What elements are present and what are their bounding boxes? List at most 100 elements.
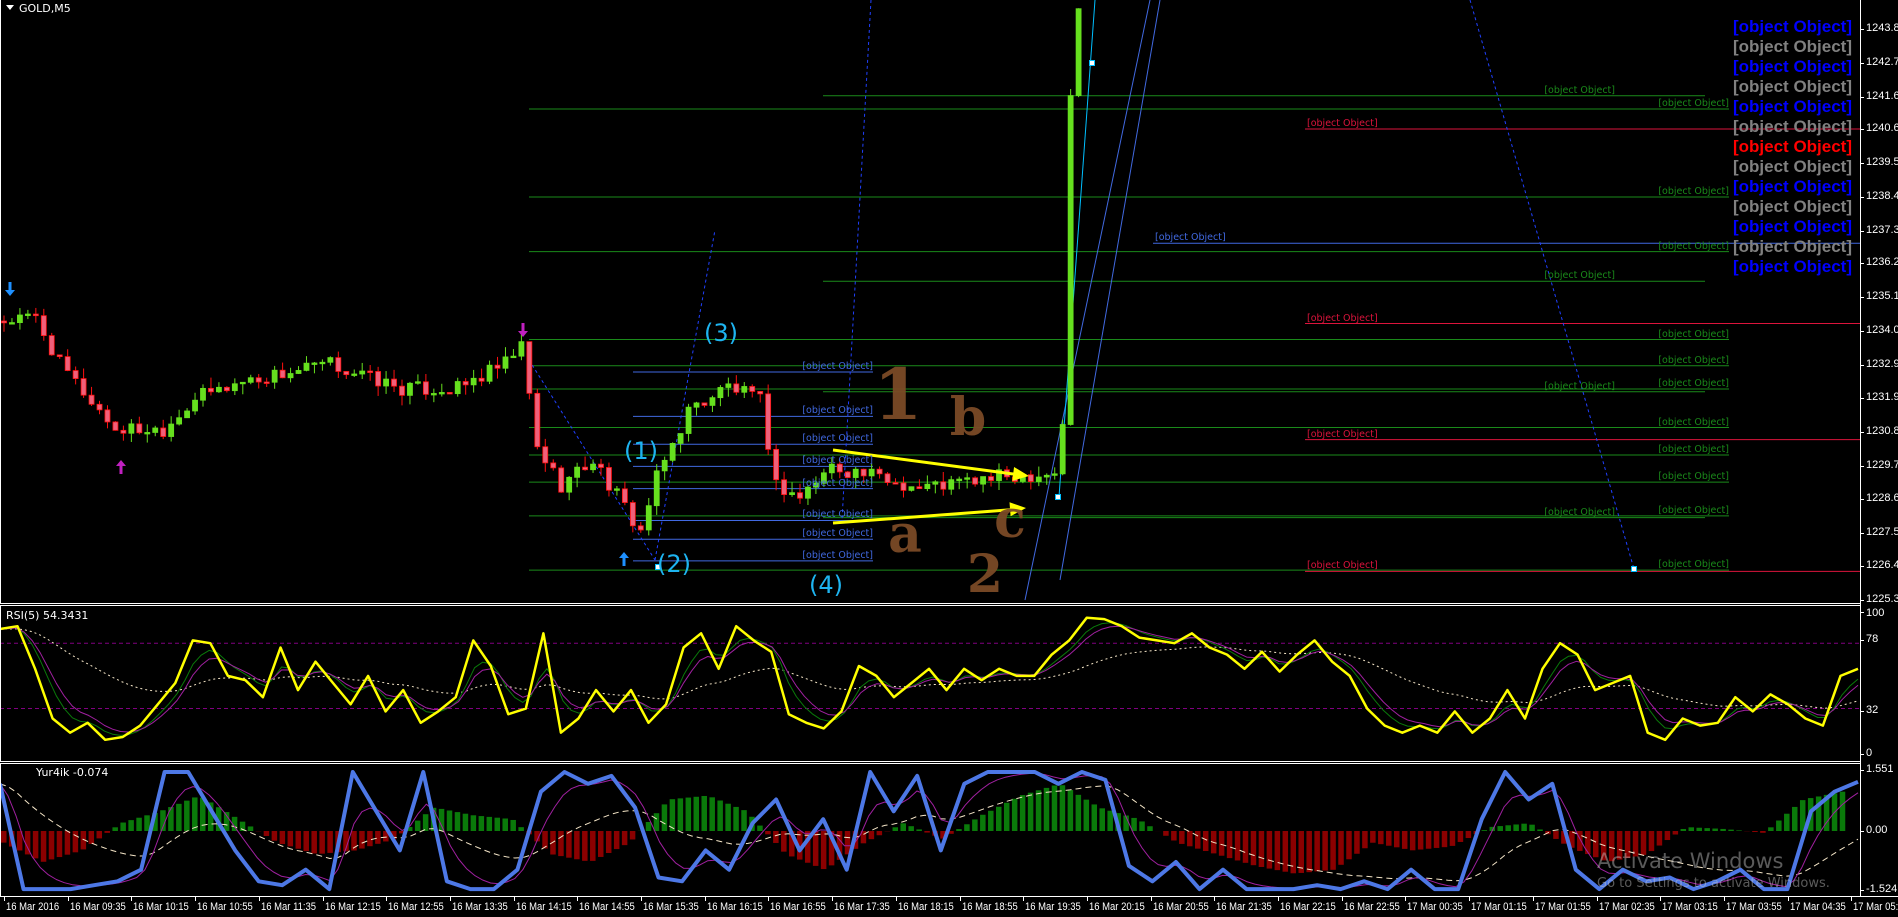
candle-body	[479, 378, 484, 381]
candle-body	[949, 480, 954, 490]
histogram-bar	[1752, 831, 1758, 832]
pivot-s2: [object Object]	[1733, 217, 1858, 237]
candle-body	[304, 363, 309, 370]
histogram-bar	[542, 831, 548, 848]
rsi-tick-mark	[1860, 640, 1864, 641]
up-arrow-icon	[116, 460, 126, 474]
price-tick-label: 1227.52	[1866, 526, 1898, 539]
time-label: 16 Mar 20:55	[1153, 901, 1209, 914]
candle-body	[965, 478, 970, 480]
bull-candle	[201, 384, 206, 406]
histogram-bar	[1553, 831, 1559, 839]
histogram-bar	[1704, 828, 1710, 831]
price-tick-mark	[1860, 297, 1864, 298]
price-tick-label: 1225.37	[1866, 593, 1898, 606]
rsi-label: RSI(5) 54.3431	[6, 609, 88, 622]
price-tick-label: 1238.42	[1866, 190, 1898, 203]
histogram-bar	[423, 814, 429, 831]
candle-body	[893, 483, 898, 485]
rsi-tick-mark	[1860, 754, 1864, 755]
histogram-bar	[1322, 831, 1328, 871]
oscillator-panel[interactable]: Yur4ik -0.074	[0, 764, 1860, 896]
candle-body	[503, 357, 508, 368]
candle-body	[376, 371, 381, 386]
time-tick	[641, 897, 642, 901]
bear-candle	[583, 456, 588, 470]
trend-line	[1060, 0, 1160, 580]
bear-candle	[256, 374, 261, 389]
histogram-bar	[463, 814, 469, 831]
candle-body	[248, 378, 253, 383]
fib-level-label: [object Object]	[765, 550, 873, 561]
oscillator-label: Yur4ik -0.074	[36, 766, 108, 779]
bull-candle	[328, 356, 333, 365]
time-tick	[1469, 897, 1470, 901]
price-tick-label: 1232.97	[1866, 358, 1898, 371]
histogram-bar	[988, 811, 994, 831]
price-tick-label: 1241.67	[1866, 90, 1898, 103]
candle-body	[1052, 474, 1057, 476]
price-tick-mark	[1860, 163, 1864, 164]
bear-candle	[113, 421, 118, 430]
time-label: 16 Mar 16:15	[707, 901, 763, 914]
price-tick-label: 1234.07	[1866, 324, 1898, 337]
histogram-bar	[168, 807, 174, 831]
time-label: 16 Mar 12:55	[388, 901, 444, 914]
bull-candle	[591, 459, 596, 473]
rsi-canvas[interactable]	[0, 606, 1860, 761]
histogram-bar	[1362, 831, 1368, 848]
histogram-bar	[1394, 831, 1400, 847]
bull-candle	[216, 382, 221, 393]
chart-title[interactable]: GOLD,M5	[6, 2, 71, 15]
histogram-bar	[248, 826, 254, 831]
bear-candle	[622, 482, 627, 506]
candle-body	[33, 314, 38, 316]
bear-candle	[33, 308, 38, 323]
histogram-bar	[1418, 831, 1424, 850]
bear-candle	[599, 459, 604, 476]
histogram-bar	[1450, 831, 1456, 846]
time-label: 16 Mar 17:35	[834, 901, 890, 914]
bull-candle	[17, 308, 22, 329]
bear-candle	[368, 365, 373, 381]
dropdown-triangle-icon[interactable]	[6, 5, 14, 10]
bear-candle	[121, 426, 126, 441]
histogram-bar	[733, 807, 739, 831]
rsi-panel[interactable]: RSI(5) 54.3431	[0, 606, 1860, 761]
time-tick	[1597, 897, 1598, 901]
candle-body	[686, 407, 691, 433]
bull-candle	[1060, 420, 1065, 476]
osc-tick-label: -1.524	[1866, 883, 1897, 896]
bear-candle	[463, 378, 468, 395]
bear-candle	[336, 352, 341, 378]
bull-candle	[360, 363, 365, 379]
candle-body	[925, 484, 930, 488]
time-tick	[514, 897, 515, 901]
candle-body	[941, 482, 946, 489]
bear-candle	[543, 439, 548, 472]
bear-candle	[105, 405, 110, 428]
histogram-bar	[471, 815, 477, 831]
time-label: 17 Mar 02:35	[1599, 901, 1655, 914]
histogram-bar	[1665, 831, 1671, 840]
time-label: 16 Mar 14:55	[579, 901, 635, 914]
bull-candle	[726, 378, 731, 397]
osc-tick-mark	[1860, 770, 1864, 771]
time-label: 16 Mar 19:35	[1025, 901, 1081, 914]
time-tick	[195, 897, 196, 901]
bull-candle	[145, 424, 150, 442]
oscillator-canvas[interactable]	[0, 764, 1860, 896]
candle-body	[407, 383, 412, 395]
histogram-bar	[590, 831, 596, 861]
bull-candle	[1052, 467, 1057, 479]
price-chart-panel[interactable]: [object Object] [object Object] [object Ob…	[0, 0, 1860, 603]
bull-candle	[384, 371, 389, 394]
histogram-bar	[1044, 788, 1050, 831]
candle-body	[869, 469, 874, 476]
histogram-bar	[1314, 831, 1320, 871]
histogram-bar	[558, 831, 564, 856]
bull-candle	[718, 385, 723, 406]
candle-body	[861, 469, 866, 476]
fib-level-label: [object Object]	[1307, 429, 1415, 440]
